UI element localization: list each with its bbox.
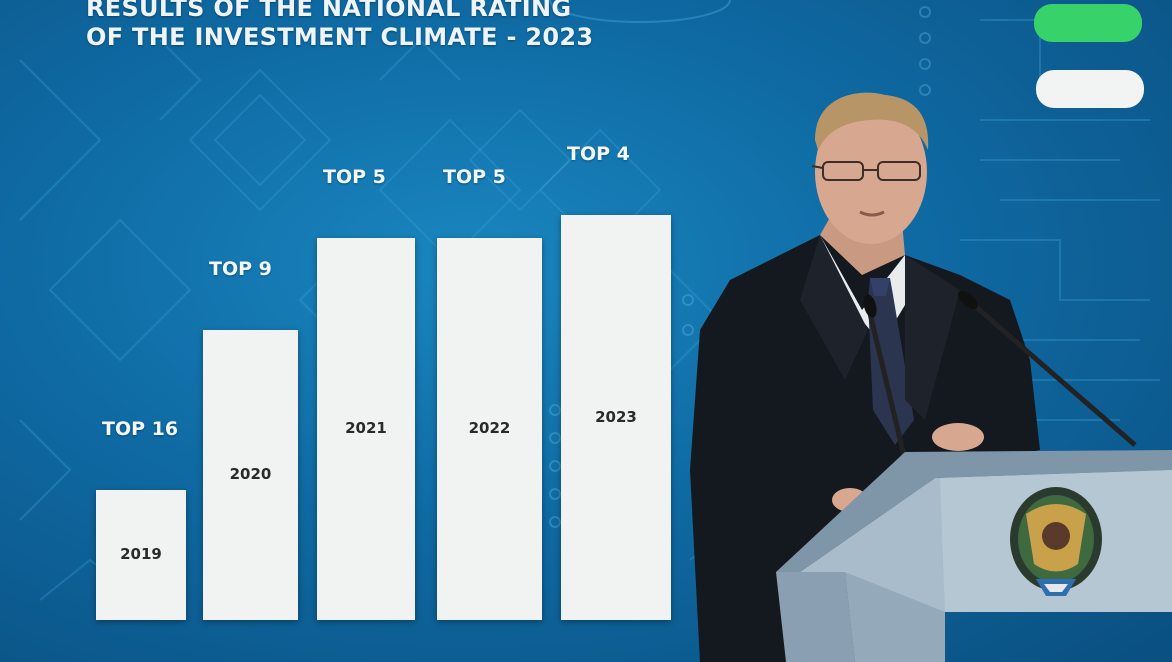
bar-year-label: 2023 xyxy=(595,408,637,426)
chart-bar-2023: 2023 xyxy=(561,215,671,620)
coat-of-arms-emblem xyxy=(1010,487,1102,596)
white-indicator-pill xyxy=(1036,70,1144,108)
chart-bar-2021: 2021 xyxy=(317,238,415,620)
bar-rank-label: TOP 4 xyxy=(567,143,630,165)
bar-year-label: 2020 xyxy=(229,465,272,483)
bar-year-label: 2022 xyxy=(468,419,511,437)
bar-year-label: 2019 xyxy=(120,545,162,563)
chart-bar-2022: 2022 xyxy=(437,238,542,620)
slide-title-line2: OF THE INVESTMENT CLIMATE - 2023 xyxy=(86,23,594,51)
bar-rank-label: TOP 5 xyxy=(443,166,506,188)
bar-year-label: 2021 xyxy=(345,419,387,437)
bar-rank-label: TOP 9 xyxy=(209,258,272,280)
bar-rank-label: TOP 16 xyxy=(102,418,179,440)
bar-rank-label: TOP 5 xyxy=(323,166,386,188)
slide-title: RESULTS OF THE NATIONAL RATING OF THE IN… xyxy=(86,0,593,52)
chart-bar-2019: 2019 xyxy=(96,490,186,620)
slide-title-line1: RESULTS OF THE NATIONAL RATING xyxy=(86,0,572,22)
chart-bar-2020: 2020 xyxy=(203,330,298,620)
green-indicator-pill xyxy=(1034,4,1142,42)
